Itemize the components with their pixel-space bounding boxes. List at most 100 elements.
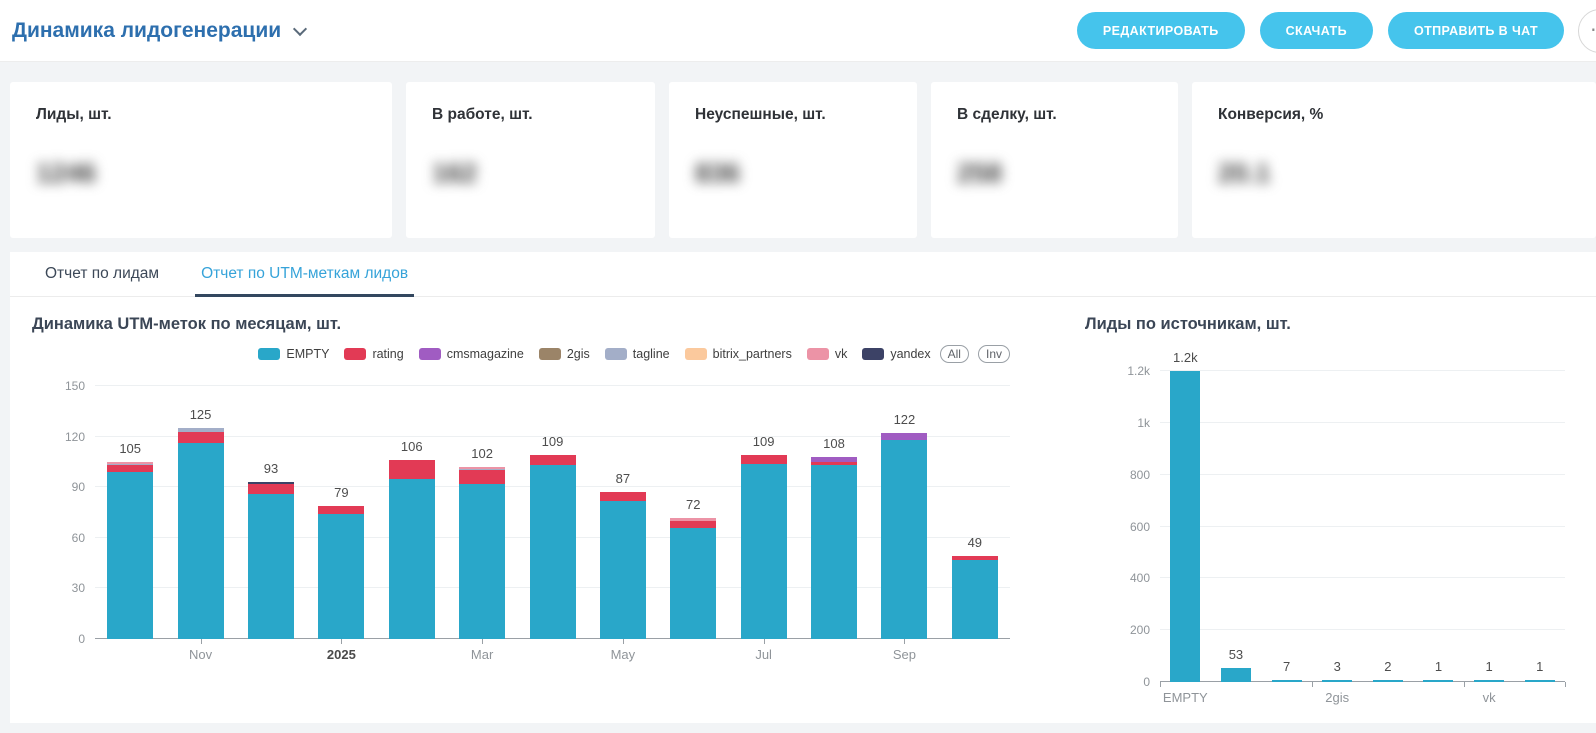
bar-segment-EMPTY[interactable] [740,463,787,639]
bar-segment-cmsmagazine[interactable] [811,456,858,462]
x-axis-label: Mar [470,647,494,662]
kpi-label: В работе, шт. [432,106,533,123]
gridline [95,435,1010,437]
bar-segment-rating[interactable] [740,455,787,464]
legend-inv-button[interactable]: Inv [977,345,1010,363]
source-bar[interactable] [1271,680,1302,682]
source-bar[interactable] [1474,680,1505,682]
x-axis-label: 2025 [326,647,356,662]
bar-value-label: 1.2k [1173,350,1198,365]
bar-value-label: 3 [1333,659,1341,674]
legend-item-cmsmagazine[interactable]: cmsmagazine [418,347,524,361]
legend-label: yandex [890,347,931,361]
download-button[interactable]: СКАЧАТЬ [1259,12,1373,49]
edit-button[interactable]: РЕДАКТИРОВАТЬ [1076,12,1245,49]
legend-item-yandex[interactable]: yandex [862,347,931,361]
y-axis-tick-label: 800 [1129,467,1150,482]
tab-utm-report[interactable]: Отчет по UTM-меткам лидов [195,252,415,297]
bar-segment-EMPTY[interactable] [107,472,154,639]
bar-total-label: 49 [967,535,983,551]
legend-label: 2gis [566,347,590,361]
chart-legend: EMPTY rating cmsmagazine 2gis tagline bitrix_… [95,344,1010,364]
bar-total-label: 72 [686,496,701,512]
bar-total-label: 93 [263,461,279,477]
bar-segment-yandex[interactable] [247,482,294,484]
plot-area: 105 125 93 79 106 102 109 87 72 109 108 122 49 Nov 202… [95,385,1010,662]
y-axis-tick-label: 0 [78,632,85,646]
bar-segment-EMPTY[interactable] [599,500,646,639]
bar-total-label: 105 [119,440,142,456]
bar-segment-rating[interactable] [247,483,294,494]
bar-value-label: 7 [1282,659,1291,674]
chart-title: Динамика UTM-меток по месяцам, шт. [32,315,342,333]
bar-total-label: 109 [752,434,775,450]
bar-segment-EMPTY[interactable] [459,483,506,639]
gridline [95,385,1010,386]
bar-total-label: 125 [189,407,212,423]
bar-segment-rating[interactable] [529,455,576,466]
legend-all-button[interactable]: All [939,345,969,363]
gridline [1160,525,1565,527]
x-axis-label: Sep [892,647,916,662]
bar-segment-rating[interactable] [670,520,717,528]
bar-segment-EMPTY[interactable] [247,493,294,639]
bar-total-label: 87 [615,471,631,487]
source-bar[interactable] [1372,680,1403,682]
bar-segment-tagline[interactable] [459,468,506,471]
bar-segment-rating[interactable] [177,431,224,444]
source-bar[interactable] [1322,680,1353,682]
legend-item-bitrix_partners[interactable]: bitrix_partners [684,347,792,361]
bar-segment-EMPTY[interactable] [881,439,928,639]
kpi-value-blurred: 258 [957,158,1003,188]
bar-plot: 1.2k 53 7 3 2 1 1 1 EMPTY 2gis vk 0 200 400 600 800 1k 1.… [1085,346,1566,706]
bar-segment-rating[interactable] [811,461,858,466]
bar-segment-rating[interactable] [318,505,365,515]
legend-item-vk[interactable]: vk [806,347,847,361]
legend-item-EMPTY[interactable]: EMPTY [258,347,329,361]
bar-value-label: 1 [1485,659,1493,674]
bar-segment-EMPTY[interactable] [951,559,998,639]
legend-item-rating[interactable]: rating [344,347,404,361]
kpi-card-leads: Лиды, шт. 1246 [10,82,392,238]
legend-swatch-icon [418,348,441,360]
bar-segment-EMPTY[interactable] [388,478,435,639]
y-axis-tick-label: 30 [71,581,85,596]
legend-item-tagline[interactable]: tagline [604,347,670,361]
source-bar[interactable] [1220,668,1251,682]
bar-segment-EMPTY[interactable] [177,443,224,639]
tab-leads-report[interactable]: Отчет по лидам [45,265,160,282]
source-bar[interactable] [1423,680,1454,682]
x-axis-label: May [610,647,636,662]
legend-label: rating [372,347,404,361]
bar-segment-rating[interactable] [107,465,154,473]
bar-segment-vk[interactable] [670,517,717,521]
bar-segment-rating[interactable] [388,460,435,479]
more-options-button[interactable]: ⋯ [1578,8,1596,53]
bar-segment-EMPTY[interactable] [670,527,717,639]
bar-segment-tagline[interactable] [177,428,224,432]
chevron-down-icon[interactable] [293,21,308,36]
bar-segment-EMPTY[interactable] [318,514,365,639]
kpi-value-blurred: 836 [695,158,741,188]
bar-segment-EMPTY[interactable] [811,465,858,639]
source-bar[interactable] [1170,371,1201,682]
bar-segment-rating[interactable] [951,556,998,560]
legend-item-2gis[interactable]: 2gis [538,347,590,361]
stacked-bar-plot: 105 125 93 79 106 102 109 87 72 109 108 122 49 Nov 202… [32,376,1025,676]
utm-by-month-chart: Динамика UTM-меток по месяцам, шт. EMPTY… [10,315,1025,706]
send-to-chat-button[interactable]: ОТПРАВИТЬ В ЧАТ [1387,12,1564,49]
kpi-value-blurred: 1246 [36,158,97,188]
x-axis-tick [1565,682,1566,687]
bar-segment-tagline[interactable] [107,463,154,466]
bar-segment-EMPTY[interactable] [529,465,576,639]
bar-segment-rating[interactable] [459,470,506,484]
y-axis-tick-label: 0 [1143,675,1150,689]
source-bar[interactable] [1524,680,1555,682]
bar-value-label: 2 [1384,659,1392,674]
bar-segment-rating[interactable] [599,492,646,501]
bar-segment-cmsmagazine[interactable] [881,433,928,440]
bar-value-label: 53 [1228,647,1244,663]
gridline [1160,577,1565,579]
bar-segment-vk[interactable] [107,461,154,464]
bar-segment-vk[interactable] [459,466,506,469]
